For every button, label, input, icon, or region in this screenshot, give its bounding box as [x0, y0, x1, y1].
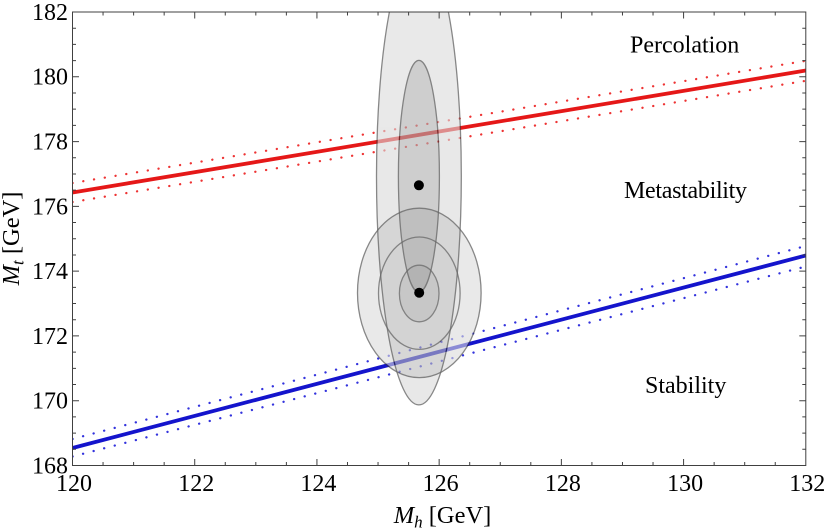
svg-text:Percolation: Percolation	[630, 33, 739, 59]
svg-text:176: 176	[32, 194, 68, 220]
svg-text:172: 172	[32, 324, 68, 350]
svg-text:Mt [GeV]: Mt [GeV]	[0, 192, 28, 287]
svg-text:Metastability: Metastability	[624, 178, 747, 204]
svg-text:168: 168	[32, 453, 68, 479]
svg-text:Stability: Stability	[645, 373, 726, 399]
svg-text:126: 126	[423, 471, 459, 497]
svg-text:174: 174	[32, 259, 68, 285]
svg-text:128: 128	[545, 471, 581, 497]
svg-text:122: 122	[178, 471, 214, 497]
svg-text:132: 132	[789, 471, 825, 497]
svg-text:124: 124	[300, 471, 336, 497]
svg-text:Mh [GeV]: Mh [GeV]	[393, 502, 492, 528]
svg-text:180: 180	[32, 65, 68, 91]
svg-text:120: 120	[56, 471, 92, 497]
svg-text:178: 178	[32, 130, 68, 156]
svg-text:130: 130	[667, 471, 703, 497]
svg-text:182: 182	[32, 0, 68, 26]
svg-text:170: 170	[32, 389, 68, 415]
